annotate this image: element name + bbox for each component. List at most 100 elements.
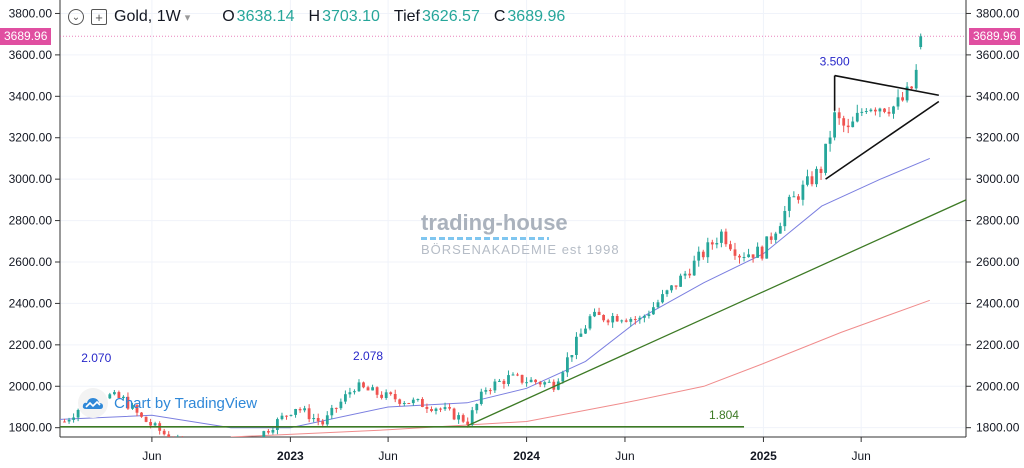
candle-up bbox=[67, 419, 71, 422]
candle-down bbox=[552, 381, 556, 390]
candle-down bbox=[162, 430, 166, 435]
candle-up bbox=[647, 314, 651, 316]
candle-down bbox=[733, 249, 737, 256]
candle-up bbox=[652, 307, 655, 315]
candle-up bbox=[72, 417, 75, 420]
candle-up bbox=[556, 381, 560, 390]
candle-up bbox=[498, 380, 501, 382]
candle-up bbox=[384, 392, 388, 398]
candle-up bbox=[828, 137, 832, 144]
y-tick-label-right: 3200.00 bbox=[976, 131, 1020, 145]
candle-up bbox=[371, 387, 374, 391]
y-tick-label-left: 3600.00 bbox=[9, 48, 53, 62]
x-tick-label: 2025 bbox=[750, 449, 777, 463]
candle-down bbox=[135, 405, 139, 413]
candle-down bbox=[452, 408, 456, 420]
y-tick-label-right: 3400.00 bbox=[976, 89, 1020, 103]
candle-down bbox=[362, 382, 365, 388]
candle-up bbox=[280, 415, 284, 420]
y-tick-label-left: 3400.00 bbox=[9, 89, 53, 103]
tradingview-badge-text: Chart by TradingView bbox=[114, 394, 258, 412]
candle-up bbox=[561, 372, 565, 382]
candle-up bbox=[131, 405, 134, 409]
candle-up bbox=[303, 408, 306, 411]
y-tick-label-left: 3200.00 bbox=[9, 131, 53, 145]
candle-up bbox=[692, 260, 696, 276]
candle-down bbox=[298, 409, 302, 411]
candle-up bbox=[715, 243, 719, 245]
candle-up bbox=[579, 333, 583, 337]
symbol-dropdown-icon[interactable]: ▾ bbox=[184, 11, 191, 24]
candle-down bbox=[488, 390, 492, 392]
open-label: O bbox=[222, 8, 235, 25]
candle-up bbox=[661, 294, 664, 303]
candle-down bbox=[887, 111, 891, 114]
candle-up bbox=[416, 399, 420, 400]
candle-up bbox=[629, 319, 633, 322]
uptrend-line bbox=[467, 199, 966, 427]
candle-up bbox=[638, 317, 642, 320]
candle-up bbox=[258, 440, 261, 442]
candle-down bbox=[738, 255, 741, 258]
low-value: 3626.57 bbox=[422, 8, 480, 25]
candle-down bbox=[425, 407, 429, 409]
candle-up bbox=[204, 452, 207, 455]
candle-up bbox=[620, 320, 624, 322]
compare-plus-icon[interactable]: + bbox=[91, 9, 107, 25]
tradingview-badge[interactable]: Chart by TradingView bbox=[78, 388, 257, 418]
candle-up bbox=[878, 108, 882, 112]
candle-up bbox=[312, 418, 316, 420]
candle-up bbox=[479, 391, 483, 404]
candle-up bbox=[443, 407, 447, 410]
candle-down bbox=[421, 399, 424, 407]
candle-up bbox=[778, 226, 782, 234]
low-label: Tief bbox=[393, 8, 420, 25]
tradingview-cloud-icon bbox=[78, 388, 108, 418]
candle-up bbox=[276, 419, 279, 430]
candle-down bbox=[366, 387, 370, 391]
y-tick-label-left: 2800.00 bbox=[9, 214, 53, 228]
candle-down bbox=[375, 387, 379, 395]
candle-down bbox=[534, 379, 537, 383]
candle-up bbox=[344, 394, 347, 402]
candle-down bbox=[842, 118, 846, 126]
candle-up bbox=[76, 410, 80, 418]
candle-down bbox=[389, 392, 393, 395]
candle-up bbox=[656, 302, 660, 308]
collapse-chevron-icon[interactable]: ⌄ bbox=[68, 9, 84, 25]
candle-down bbox=[910, 86, 913, 89]
candle-down bbox=[307, 408, 311, 420]
candle-down bbox=[538, 382, 542, 385]
candle-down bbox=[516, 374, 519, 376]
candle-down bbox=[285, 415, 288, 417]
candle-up bbox=[584, 328, 587, 334]
candle-down bbox=[448, 407, 451, 409]
candle-up bbox=[357, 382, 361, 392]
candle-up bbox=[611, 316, 615, 323]
candle-up bbox=[543, 382, 547, 385]
candle-down bbox=[466, 421, 470, 425]
y-tick-label-left: 2400.00 bbox=[9, 296, 53, 310]
candle-up bbox=[914, 69, 918, 89]
candle-down bbox=[380, 394, 383, 398]
y-tick-label-left: 3000.00 bbox=[9, 172, 53, 186]
y-tick-label-right: 2000.00 bbox=[976, 379, 1020, 393]
candle-up bbox=[747, 254, 750, 258]
candle-down bbox=[213, 453, 216, 454]
candle-down bbox=[398, 399, 402, 404]
candle-up bbox=[294, 409, 297, 415]
candle-up bbox=[190, 451, 193, 452]
candle-up bbox=[824, 143, 827, 173]
candle-up bbox=[217, 451, 220, 454]
candle-up bbox=[470, 410, 474, 425]
candle-down bbox=[701, 251, 705, 258]
annotation-label: 2.078 bbox=[353, 349, 383, 363]
candle-up bbox=[122, 396, 125, 398]
candle-up bbox=[153, 423, 157, 426]
candle-down bbox=[461, 415, 465, 422]
symbol-interval[interactable]: Gold, 1W bbox=[114, 8, 181, 25]
candle-down bbox=[393, 394, 397, 400]
candle-down bbox=[810, 176, 814, 185]
candle-up bbox=[493, 381, 497, 391]
